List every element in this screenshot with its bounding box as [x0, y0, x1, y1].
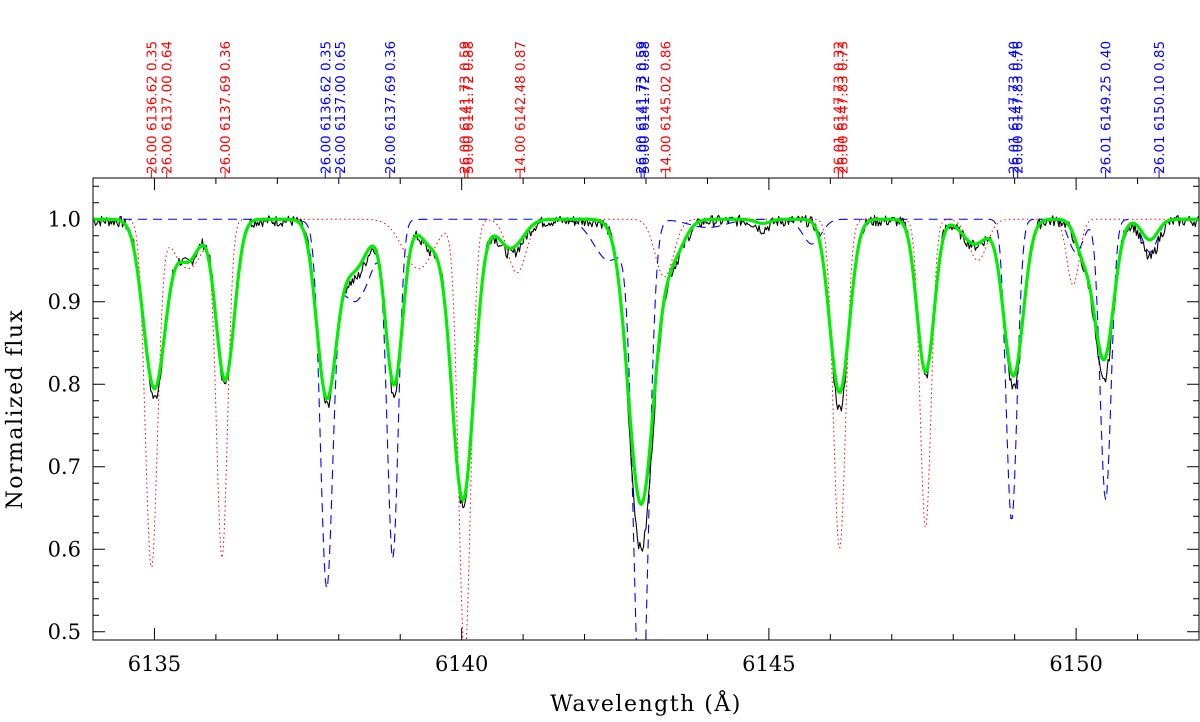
line-id-label: 26.01 6150.10 0.85: [1152, 41, 1168, 174]
y-axis-label: Normalized flux: [3, 308, 28, 509]
line-id-label: 26.00 6136.62 0.35: [318, 41, 334, 174]
spectrum-series-solid-thin: [93, 214, 1199, 552]
spectrum-series-dotted: [93, 218, 1199, 640]
x-tick-label: 6150: [1049, 652, 1102, 676]
line-id-label: 26.00 6141.73 0.59: [634, 41, 650, 174]
line-id-label: 26.00 6147.83 0.73: [836, 41, 852, 174]
plot-frame: [92, 177, 1200, 641]
y-tick-label: 1.0: [48, 207, 81, 231]
line-id-label: 14.00 6142.48 0.87: [513, 41, 529, 174]
line-id-label: 14.00 6145.02 0.86: [659, 41, 675, 174]
line-id-label: 26.01 6149.25 0.40: [1099, 41, 1115, 174]
y-tick-label: 0.7: [48, 455, 81, 479]
x-tick-label: 6140: [435, 652, 488, 676]
line-id-label: 26.00 6136.62 0.35: [144, 41, 160, 174]
line-id-label: 26.01 6147.73 0.32: [831, 41, 847, 174]
x-tick-label: 6135: [128, 652, 181, 676]
line-id-label: 26.00 6137.69 0.36: [218, 41, 234, 174]
line-id-label: 26.00 6137.00 0.64: [160, 41, 176, 174]
spectrum-series-solid-thick: [93, 217, 1199, 506]
tick-labels: 6135 6140 6145 6150 0.5 0.6 0.7 0.8 0.9 1.0: [48, 207, 1103, 676]
line-id-label: 26.00 6147.83 0.76: [1011, 41, 1027, 174]
line-id-label: 26.00 6137.00 0.65: [333, 41, 349, 174]
line-id-label: 26.00 6137.69 0.36: [383, 41, 399, 174]
spectrum-series-dashed: [93, 218, 1199, 640]
line-id-label: 26.00 6141.73 0.59: [458, 41, 474, 174]
line-id-label: 56.00 6141.72 0.88: [461, 41, 477, 174]
x-axis-label: Wavelength (Å): [550, 689, 742, 717]
plot-area: [93, 214, 1199, 640]
y-tick-label: 0.5: [48, 620, 81, 644]
line-id-label: 56.00 6141.72 0.88: [637, 41, 653, 174]
x-tick-label: 6145: [742, 652, 795, 676]
y-tick-label: 0.8: [48, 372, 81, 396]
y-tick-label: 0.9: [48, 290, 81, 314]
line-identification-labels: 26.00 6136.62 0.35 26.00 6137.00 0.64 26.0…: [144, 41, 1168, 178]
line-id-label: 26.01 6147.73 0.40: [1006, 41, 1022, 174]
y-tick-label: 0.6: [48, 537, 81, 561]
